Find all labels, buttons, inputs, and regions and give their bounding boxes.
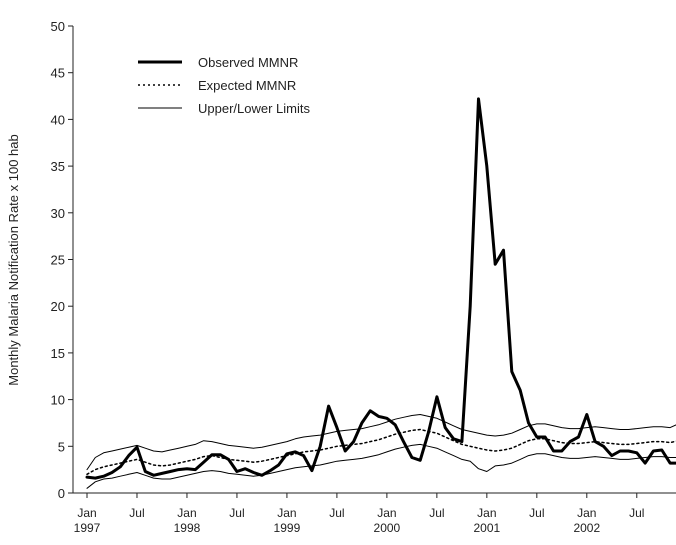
y-tick-label: 5	[58, 439, 65, 454]
x-tick-label: Jul	[229, 506, 245, 520]
x-tick-label: Jan 2002	[573, 506, 601, 535]
series-line	[86, 414, 676, 471]
series-line	[86, 428, 676, 476]
x-tick-label: Jan 1998	[173, 506, 201, 535]
y-tick-label: 30	[51, 206, 65, 221]
series-line	[85, 97, 676, 480]
x-tick-label: Jul	[529, 506, 545, 520]
legend-label: Expected MMNR	[198, 78, 296, 93]
y-tick-label: 0	[58, 486, 65, 501]
y-tick-label: 15	[51, 346, 65, 361]
x-tick-label: Jan 1997	[73, 506, 101, 535]
y-tick-label: 25	[51, 253, 65, 268]
legend-label: Upper/Lower Limits	[198, 101, 310, 116]
y-tick-label: 50	[51, 19, 65, 34]
x-tick-label: Jul	[329, 506, 345, 520]
y-axis-label: Monthly Malaria Notification Rate x 100 …	[6, 134, 21, 385]
x-tick-label: Jan 2001	[473, 506, 501, 535]
x-tick-label: Jul	[129, 506, 145, 520]
y-tick-label: 20	[51, 299, 65, 314]
legend-label: Observed MMNR	[198, 55, 298, 70]
y-tick-label: 10	[51, 393, 65, 408]
x-tick-label: Jul	[429, 506, 445, 520]
x-tick-label: Jan 2000	[373, 506, 401, 535]
series-line	[86, 443, 676, 489]
x-tick-label: Jul	[629, 506, 645, 520]
y-tick-label: 40	[51, 112, 65, 127]
x-tick-label: Jan 1999	[273, 506, 301, 535]
y-tick-label: 45	[51, 66, 65, 81]
y-tick-label: 35	[51, 159, 65, 174]
